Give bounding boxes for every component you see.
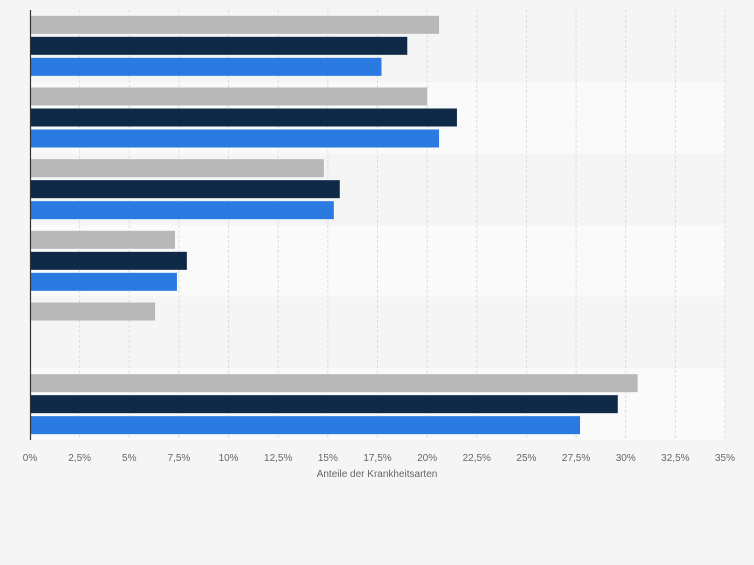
bar <box>30 180 340 199</box>
x-tick-labels: 0% 2,5% 5% 7,5% 10% 12,5% 15% 17,5% 20% 22,5% 25% 2… <box>23 453 735 464</box>
bar <box>30 230 175 249</box>
x-tick-label: 2,5% <box>68 453 91 464</box>
bar <box>30 108 457 127</box>
x-tick-label: 30% <box>616 453 636 464</box>
bar <box>30 416 581 435</box>
x-tick-label: 35% <box>715 453 735 464</box>
bar <box>30 272 177 291</box>
bar <box>30 87 428 106</box>
x-tick-label: 12,5% <box>264 453 292 464</box>
x-tick-label: 5% <box>122 453 137 464</box>
bar <box>30 36 408 55</box>
x-axis-label: Anteile der Krankheitsarten <box>317 469 438 480</box>
bar <box>30 201 334 220</box>
bar <box>30 302 156 321</box>
x-tick-label: 20% <box>417 453 437 464</box>
bars <box>30 15 638 435</box>
bar <box>30 374 638 393</box>
bar <box>30 251 187 270</box>
bar <box>30 129 440 148</box>
x-tick-label: 17,5% <box>363 453 391 464</box>
x-tick-label: 10% <box>219 453 239 464</box>
x-tick-label: 0% <box>23 453 38 464</box>
x-tick-label: 32,5% <box>661 453 689 464</box>
x-tick-label: 15% <box>318 453 338 464</box>
bar <box>30 395 618 414</box>
bar <box>30 15 440 34</box>
bar <box>30 57 382 76</box>
x-tick-label: 22,5% <box>463 453 491 464</box>
x-tick-label: 27,5% <box>562 453 590 464</box>
x-tick-label: 25% <box>516 453 536 464</box>
bar <box>30 159 324 178</box>
x-tick-label: 7,5% <box>168 453 191 464</box>
gridlines <box>79 10 726 440</box>
